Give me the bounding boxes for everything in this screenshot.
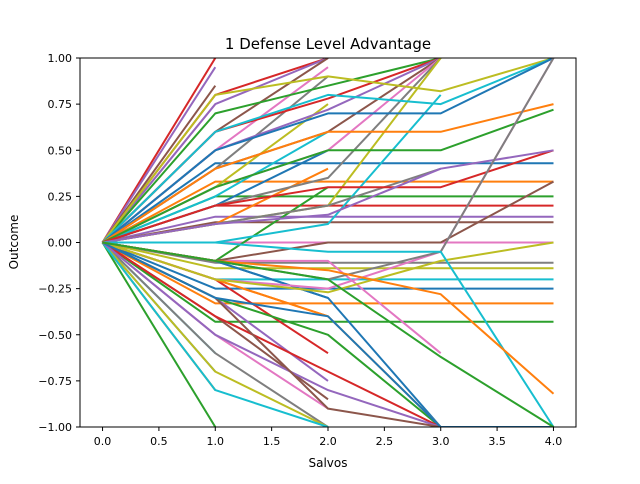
x-tick-label: 1.5 xyxy=(263,435,281,448)
series-line xyxy=(102,108,554,244)
y-tick-label: −0.25 xyxy=(38,283,72,296)
y-tick-label: 0.75 xyxy=(48,98,73,111)
series-line xyxy=(101,241,442,427)
series-line xyxy=(102,149,554,244)
x-tick-label: 2.0 xyxy=(319,435,337,448)
y-axis-label: Outcome xyxy=(7,215,21,270)
series-line xyxy=(101,241,554,323)
series-line xyxy=(101,241,329,427)
series-line xyxy=(102,215,554,244)
y-tick-label: 0.50 xyxy=(48,144,73,157)
series-line xyxy=(102,241,554,270)
y-tick-label: 1.00 xyxy=(48,52,73,65)
series-line xyxy=(102,241,555,427)
y-tick-label: 0.00 xyxy=(48,237,73,250)
series-line xyxy=(101,58,329,244)
series-line xyxy=(101,66,217,244)
series-line xyxy=(102,180,554,244)
series-line xyxy=(102,241,554,427)
x-tick-label: 1.0 xyxy=(207,435,225,448)
series-line xyxy=(102,149,554,244)
y-axis-ticks: −1.00 −0.75 −0.50 −0.25 0.00 0.25 0.50 0.75 1.00 xyxy=(38,52,80,434)
y-tick-label: −0.50 xyxy=(38,329,72,342)
x-axis-ticks: 0.0 0.5 1.0 1.5 2.0 2.5 3.0 3.5 4.0 xyxy=(94,427,562,448)
y-tick-label: 0.25 xyxy=(48,190,73,203)
series-line xyxy=(101,58,554,244)
x-tick-label: 3.0 xyxy=(432,435,450,448)
series-line xyxy=(101,103,554,244)
series-line xyxy=(102,130,329,244)
series-line xyxy=(102,241,555,427)
series-line xyxy=(102,241,554,264)
series-line xyxy=(101,241,329,427)
series-line xyxy=(101,241,329,427)
series-line xyxy=(102,241,554,305)
y-tick-label: −1.00 xyxy=(38,421,72,434)
chart-title: 1 Defense Level Advantage xyxy=(225,35,431,53)
series-line xyxy=(101,241,442,427)
x-axis-label: Salvos xyxy=(309,456,348,470)
series-line xyxy=(101,58,554,244)
x-tick-label: 0.0 xyxy=(94,435,112,448)
x-tick-label: 3.5 xyxy=(488,435,506,448)
series-line xyxy=(101,58,441,244)
series-line xyxy=(101,241,217,427)
series-lines xyxy=(101,58,555,427)
y-tick-label: −0.75 xyxy=(38,375,72,388)
series-line xyxy=(102,241,554,294)
x-tick-label: 0.5 xyxy=(150,435,168,448)
x-tick-label: 2.5 xyxy=(376,435,394,448)
series-line xyxy=(101,58,554,244)
x-tick-label: 4.0 xyxy=(545,435,563,448)
